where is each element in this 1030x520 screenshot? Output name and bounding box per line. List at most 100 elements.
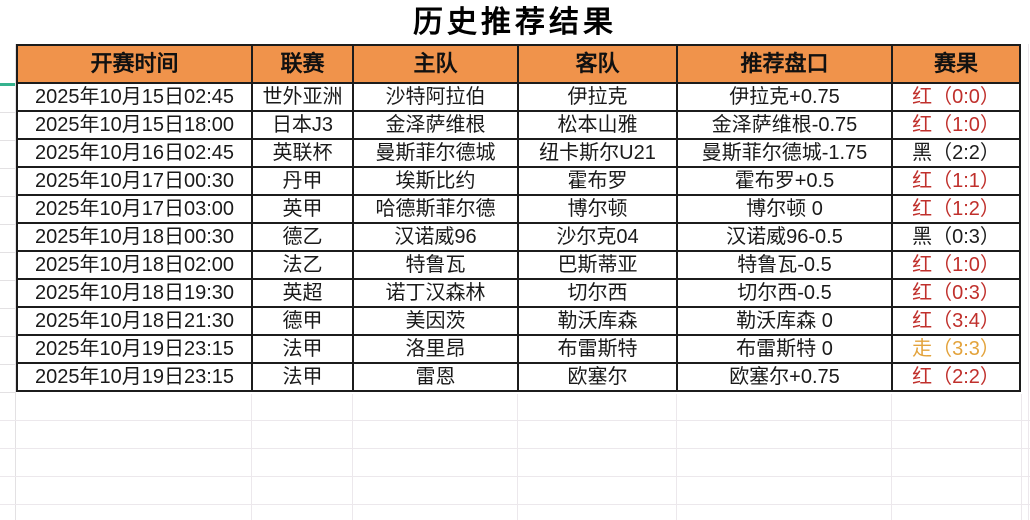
- cell-away[interactable]: 纽卡斯尔U21: [519, 140, 678, 166]
- gridline: [0, 364, 15, 365]
- cell-away[interactable]: 沙尔克04: [519, 224, 678, 250]
- cell-league[interactable]: 英甲: [253, 196, 354, 222]
- cell-league[interactable]: 日本J3: [253, 112, 354, 138]
- cell-away[interactable]: 松本山雅: [519, 112, 678, 138]
- cell-home[interactable]: 曼斯菲尔德城: [354, 140, 519, 166]
- cell-league[interactable]: 丹甲: [253, 168, 354, 194]
- cell-result[interactable]: 走（3:3）: [912, 338, 1000, 360]
- gridline: [0, 308, 15, 309]
- page-title: 历史推荐结果: [413, 6, 617, 39]
- cell-league[interactable]: 法乙: [253, 252, 354, 278]
- cell-result[interactable]: 红（1:0）: [912, 254, 1000, 276]
- cell-time[interactable]: 2025年10月18日02:00: [18, 252, 253, 278]
- cell-home[interactable]: 雷恩: [354, 364, 519, 390]
- gridline: [1028, 44, 1029, 520]
- header-cell-away[interactable]: 客队: [519, 46, 678, 82]
- gridline: [0, 196, 15, 197]
- gridline: [0, 392, 15, 393]
- cell-handicap[interactable]: 汉诺威96-0.5: [678, 224, 893, 250]
- gridline: [517, 394, 518, 520]
- cell-handicap[interactable]: 曼斯菲尔德城-1.75: [678, 140, 893, 166]
- cell-time[interactable]: 2025年10月18日21:30: [18, 308, 253, 334]
- results-table: 开赛时间 联赛 主队 客队 推荐盘口 赛果 2025年10月15日02:45 世外…: [16, 44, 1021, 392]
- cell-league[interactable]: 德甲: [253, 308, 354, 334]
- cell-away[interactable]: 布雷斯特: [519, 336, 678, 362]
- cell-home[interactable]: 诺丁汉森林: [354, 280, 519, 306]
- cell-time[interactable]: 2025年10月19日23:15: [18, 364, 253, 390]
- table-row: 2025年10月18日19:30 英超 诺丁汉森林 切尔西 切尔西-0.5 红（0:3）: [18, 280, 1019, 308]
- cell-handicap[interactable]: 霍布罗+0.5: [678, 168, 893, 194]
- cell-time[interactable]: 2025年10月19日23:15: [18, 336, 253, 362]
- gridline: [0, 252, 15, 253]
- cell-home[interactable]: 沙特阿拉伯: [354, 84, 519, 110]
- cell-home[interactable]: 美因茨: [354, 308, 519, 334]
- selection-accent-mark: [0, 83, 16, 86]
- gridline: [676, 394, 677, 520]
- header-cell-result[interactable]: 赛果: [933, 51, 978, 76]
- cell-home[interactable]: 埃斯比约: [354, 168, 519, 194]
- gridline: [0, 168, 15, 169]
- table-body: 2025年10月15日02:45 世外亚洲 沙特阿拉伯 伊拉克 伊拉克+0.75 红（0:…: [18, 84, 1019, 390]
- cell-league[interactable]: 法甲: [253, 364, 354, 390]
- gridline: [352, 394, 353, 520]
- cell-result[interactable]: 红（3:4）: [912, 310, 1000, 332]
- cell-handicap[interactable]: 勒沃库森 0: [678, 308, 893, 334]
- gridline: [1021, 394, 1022, 520]
- header-cell-home[interactable]: 主队: [354, 46, 519, 82]
- cell-league[interactable]: 英超: [253, 280, 354, 306]
- cell-league[interactable]: 德乙: [253, 224, 354, 250]
- cell-result[interactable]: 黑（0:3）: [912, 226, 1000, 248]
- gridline: [0, 224, 15, 225]
- cell-home[interactable]: 洛里昂: [354, 336, 519, 362]
- cell-home[interactable]: 金泽萨维根: [354, 112, 519, 138]
- cell-result[interactable]: 红（1:0）: [912, 114, 1000, 136]
- cell-time[interactable]: 2025年10月16日02:45: [18, 140, 253, 166]
- table-row: 2025年10月16日02:45 英联杯 曼斯菲尔德城 纽卡斯尔U21 曼斯菲尔德城-1…: [18, 140, 1019, 168]
- cell-handicap[interactable]: 伊拉克+0.75: [678, 84, 893, 110]
- cell-handicap[interactable]: 金泽萨维根-0.75: [678, 112, 893, 138]
- header-cell-handicap[interactable]: 推荐盘口: [678, 46, 893, 82]
- cell-league[interactable]: 世外亚洲: [253, 84, 354, 110]
- cell-handicap[interactable]: 特鲁瓦-0.5: [678, 252, 893, 278]
- gridline: [0, 476, 1030, 477]
- cell-home[interactable]: 哈德斯菲尔德: [354, 196, 519, 222]
- header-cell-league[interactable]: 联赛: [253, 46, 354, 82]
- cell-league[interactable]: 法甲: [253, 336, 354, 362]
- cell-away[interactable]: 博尔顿: [519, 196, 678, 222]
- cell-result[interactable]: 红（1:1）: [912, 170, 1000, 192]
- cell-home[interactable]: 特鲁瓦: [354, 252, 519, 278]
- cell-time[interactable]: 2025年10月17日03:00: [18, 196, 253, 222]
- cell-time[interactable]: 2025年10月18日19:30: [18, 280, 253, 306]
- cell-away[interactable]: 切尔西: [519, 280, 678, 306]
- gridline: [0, 112, 15, 113]
- cell-handicap[interactable]: 欧塞尔+0.75: [678, 364, 893, 390]
- gridline: [891, 394, 892, 520]
- cell-away[interactable]: 勒沃库森: [519, 308, 678, 334]
- cell-time[interactable]: 2025年10月15日18:00: [18, 112, 253, 138]
- table-row: 2025年10月18日21:30 德甲 美因茨 勒沃库森 勒沃库森 0 红（3:4）: [18, 308, 1019, 336]
- table-row: 2025年10月17日00:30 丹甲 埃斯比约 霍布罗 霍布罗+0.5 红（1:1）: [18, 168, 1019, 196]
- table-row: 2025年10月18日02:00 法乙 特鲁瓦 巴斯蒂亚 特鲁瓦-0.5 红（1:0）: [18, 252, 1019, 280]
- cell-time[interactable]: 2025年10月18日00:30: [18, 224, 253, 250]
- cell-home[interactable]: 汉诺威96: [354, 224, 519, 250]
- cell-time[interactable]: 2025年10月15日02:45: [18, 84, 253, 110]
- cell-handicap[interactable]: 布雷斯特 0: [678, 336, 893, 362]
- cell-time[interactable]: 2025年10月17日00:30: [18, 168, 253, 194]
- header-cell-time[interactable]: 开赛时间: [18, 46, 253, 82]
- cell-result[interactable]: 红（1:2）: [912, 198, 1000, 220]
- table-row: 2025年10月18日00:30 德乙 汉诺威96 沙尔克04 汉诺威96-0.5 黑（0…: [18, 224, 1019, 252]
- cell-away[interactable]: 霍布罗: [519, 168, 678, 194]
- cell-result[interactable]: 红（0:0）: [912, 86, 1000, 108]
- cell-away[interactable]: 欧塞尔: [519, 364, 678, 390]
- cell-away[interactable]: 巴斯蒂亚: [519, 252, 678, 278]
- table-row: 2025年10月19日23:15 法甲 雷恩 欧塞尔 欧塞尔+0.75 红（2:2）: [18, 364, 1019, 390]
- gridline: [0, 420, 1030, 421]
- cell-result[interactable]: 红（0:3）: [912, 282, 1000, 304]
- cell-away[interactable]: 伊拉克: [519, 84, 678, 110]
- cell-league[interactable]: 英联杯: [253, 140, 354, 166]
- cell-handicap[interactable]: 博尔顿 0: [678, 196, 893, 222]
- cell-handicap[interactable]: 切尔西-0.5: [678, 280, 893, 306]
- cell-result[interactable]: 黑（2:2）: [912, 142, 1000, 164]
- cell-result[interactable]: 红（2:2）: [912, 366, 1000, 388]
